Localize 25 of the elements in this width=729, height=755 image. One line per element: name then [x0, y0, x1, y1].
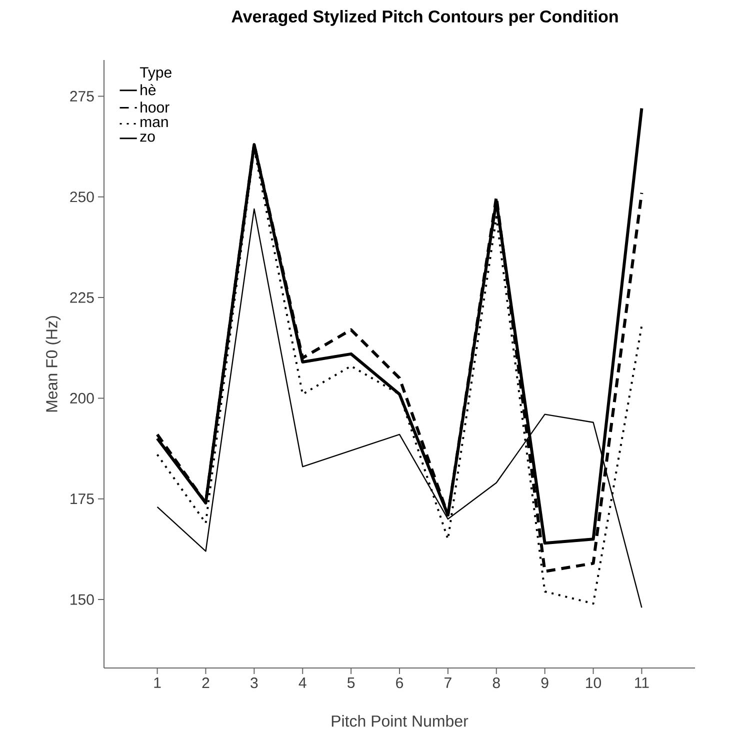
x-tick-label: 5 [347, 678, 355, 688]
legend-title: Type [140, 67, 172, 81]
y-tick-label: 200 [70, 392, 94, 404]
x-tick-label: 11 [635, 678, 649, 688]
x-tick-label: 9 [541, 678, 548, 688]
y-axis-title: Mean F0 (Hz) [46, 316, 61, 412]
y-tick-label: 150 [70, 594, 94, 605]
legend-label: man [140, 118, 168, 128]
x-tick-label: 10 [586, 678, 602, 688]
x-tick-label: 2 [202, 678, 210, 688]
x-tick-label: 4 [298, 678, 306, 688]
x-axis-title: Pitch Point Number [332, 715, 468, 727]
x-tick-label: 6 [396, 678, 404, 688]
x-tick-label: 1 [154, 678, 161, 688]
y-tick-label: 225 [70, 292, 94, 303]
x-tick-label: 8 [492, 678, 500, 688]
x-tick-label: 7 [444, 678, 452, 688]
chart-title: Averaged Stylized Pitch Contours per Condition [232, 10, 618, 26]
legend-label: zo [140, 134, 155, 142]
legend-label: hoor [140, 102, 170, 113]
x-tick-label: 3 [250, 678, 258, 688]
y-tick-label: 175 [70, 494, 94, 504]
legend-label: hè [140, 84, 156, 96]
y-tick-label: 275 [70, 90, 94, 102]
y-tick-label: 250 [70, 192, 94, 202]
